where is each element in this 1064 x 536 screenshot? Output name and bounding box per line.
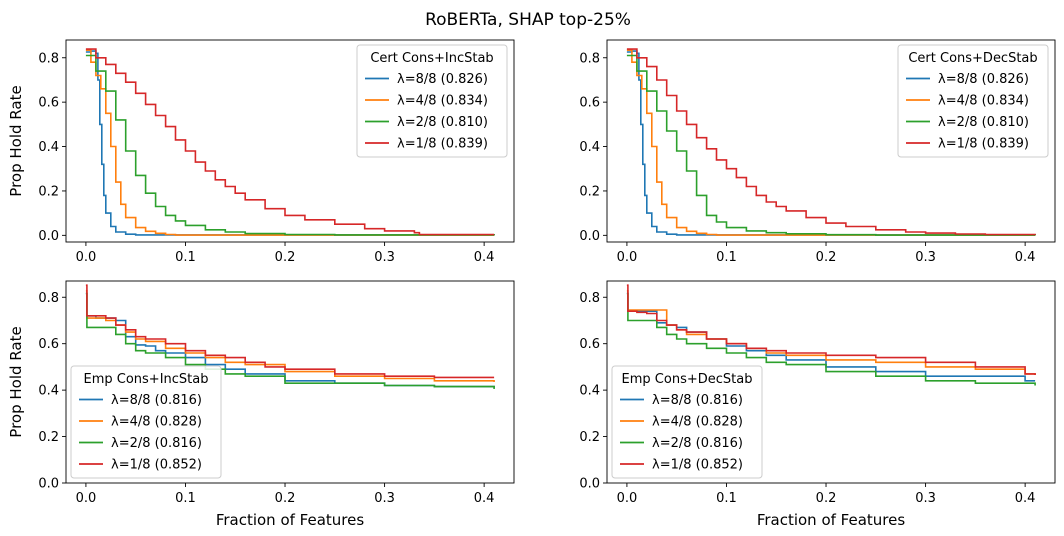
legend-entry: λ=4/8 (0.834): [938, 94, 1029, 109]
y-tick-label: 0.6: [579, 337, 600, 352]
x-tick-label: 0.3: [915, 250, 936, 265]
legend-box: [611, 365, 763, 479]
legend-entry: λ=8/8 (0.826): [938, 72, 1029, 87]
legend: Emp Cons+DecStab λ=8/8 (0.816) λ=4/8 (0.82…: [611, 365, 763, 479]
series-line-2: [85, 49, 495, 236]
series-group: [626, 48, 1036, 236]
axes-frame: [606, 39, 1056, 243]
x-tick-label: 0.2: [275, 491, 296, 506]
x-axis-label: Fraction of Features: [757, 511, 906, 529]
legend-entry: λ=4/8 (0.828): [652, 415, 743, 430]
legend-entry: λ=1/8 (0.852): [652, 458, 743, 473]
legend-entry: λ=8/8 (0.826): [397, 72, 488, 87]
y-tick-label: 0.0: [38, 477, 59, 492]
x-tick-label: 0.2: [275, 250, 296, 265]
y-axis-label: Prop Hold Rate: [7, 85, 25, 196]
subplot-1: 0.0 0.1 0.2 0.3 0.4 0.0 0.2 0.4 0.6 0.8 Prop Hold …: [7, 39, 515, 265]
subplot-grid: 0.0 0.1 0.2 0.3 0.4 0.0 0.2 0.4 0.6 0.8 Prop Hold …: [7, 39, 1056, 529]
axes-frame: [65, 39, 515, 243]
legend-title: Emp Cons+IncStab: [84, 372, 209, 387]
y-tick-label: 0.4: [38, 384, 59, 399]
x-tick-label: 0.1: [175, 491, 196, 506]
y-tick-label: 0.4: [579, 140, 600, 155]
y-tick-label: 0.8: [579, 291, 600, 306]
legend-title: Cert Cons+DecStab: [908, 51, 1037, 66]
series-line-3: [626, 54, 1036, 236]
x-tick-label: 0.1: [175, 250, 196, 265]
y-tick-label: 0.8: [38, 291, 59, 306]
subplot-3: 0.0 0.1 0.2 0.3 0.4 0.0 0.2 0.4 0.6 0.8 Prop Hold …: [7, 280, 515, 529]
y-axis-label: Prop Hold Rate: [7, 326, 25, 437]
y-tick-label: 0.8: [38, 51, 59, 66]
x-tick-label: 0.4: [474, 250, 495, 265]
series-line-4: [626, 48, 1036, 236]
subplot-2: 0.0 0.1 0.2 0.3 0.4 0.0 0.2 0.4 0.6 0.8 Cert Cons+…: [579, 39, 1056, 265]
series-group: [85, 48, 495, 236]
figure-title: RoBERTa, SHAP top-25%: [425, 10, 631, 30]
legend-box: [897, 44, 1049, 158]
legend-box: [70, 365, 222, 479]
series-line-1: [626, 292, 1036, 382]
legend: Cert Cons+IncStab λ=8/8 (0.826) λ=4/8 (0.8…: [356, 44, 508, 158]
series-group: [85, 284, 495, 389]
x-tick-label: 0.3: [374, 491, 395, 506]
series-line-2: [626, 49, 1036, 236]
y-tick-label: 0.0: [579, 477, 600, 492]
series-line-4: [85, 48, 495, 236]
series-line-4: [85, 284, 495, 379]
x-axis-label: Fraction of Features: [216, 511, 365, 529]
legend-entry: λ=2/8 (0.816): [652, 436, 743, 451]
y-tick-label: 0.0: [579, 229, 600, 244]
legend-entry: λ=8/8 (0.816): [652, 393, 743, 408]
legend-title: Cert Cons+IncStab: [370, 51, 493, 66]
y-tick-label: 0.6: [38, 96, 59, 111]
axes-frame: [65, 280, 515, 484]
legend-entry: λ=4/8 (0.828): [111, 415, 202, 430]
series-line-3: [85, 54, 495, 236]
x-tick-label: 0.2: [816, 250, 837, 265]
series-group: [626, 284, 1036, 386]
x-tick-label: 0.1: [716, 250, 737, 265]
series-line-4: [626, 284, 1036, 375]
legend-entry: λ=4/8 (0.834): [397, 94, 488, 109]
x-tick-label: 0.4: [1015, 491, 1036, 506]
y-tick-label: 0.2: [579, 430, 600, 445]
x-tick-label: 0.1: [716, 491, 737, 506]
x-tick-label: 0.0: [76, 491, 97, 506]
legend: Cert Cons+DecStab λ=8/8 (0.826) λ=4/8 (0.8…: [897, 44, 1049, 158]
y-tick-label: 0.4: [38, 140, 59, 155]
x-tick-label: 0.0: [617, 491, 638, 506]
legend: Emp Cons+IncStab λ=8/8 (0.816) λ=4/8 (0.82…: [70, 365, 222, 479]
x-tick-label: 0.4: [474, 491, 495, 506]
legend-entry: λ=8/8 (0.816): [111, 393, 202, 408]
legend-entry: λ=2/8 (0.810): [938, 115, 1029, 130]
x-tick-label: 0.0: [76, 250, 97, 265]
y-tick-label: 0.0: [38, 229, 59, 244]
y-tick-label: 0.8: [579, 51, 600, 66]
legend-entry: λ=2/8 (0.816): [111, 436, 202, 451]
legend-box: [356, 44, 508, 158]
y-tick-label: 0.2: [579, 184, 600, 199]
axes-frame: [606, 280, 1056, 484]
x-tick-label: 0.3: [915, 491, 936, 506]
series-line-3: [626, 292, 1036, 386]
x-tick-label: 0.2: [816, 491, 837, 506]
y-tick-label: 0.4: [579, 384, 600, 399]
legend-entry: λ=1/8 (0.839): [397, 137, 488, 152]
y-tick-label: 0.2: [38, 430, 59, 445]
series-line-3: [85, 292, 495, 389]
y-tick-label: 0.6: [579, 96, 600, 111]
x-tick-label: 0.0: [617, 250, 638, 265]
y-tick-label: 0.2: [38, 184, 59, 199]
x-tick-label: 0.3: [374, 250, 395, 265]
x-tick-label: 0.4: [1015, 250, 1036, 265]
legend-entry: λ=2/8 (0.810): [397, 115, 488, 130]
y-tick-label: 0.6: [38, 337, 59, 352]
legend-entry: λ=1/8 (0.839): [938, 137, 1029, 152]
legend-title: Emp Cons+DecStab: [622, 372, 753, 387]
legend-entry: λ=1/8 (0.852): [111, 458, 202, 473]
subplot-4: 0.0 0.1 0.2 0.3 0.4 0.0 0.2 0.4 0.6 0.8 Fraction o…: [579, 280, 1056, 529]
